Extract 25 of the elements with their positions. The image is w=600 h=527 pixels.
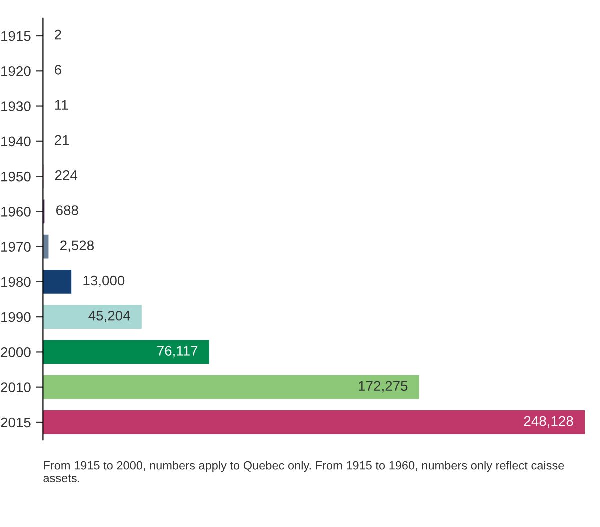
y-tick-label: 1980 xyxy=(2,277,31,288)
data-label: 45,204 xyxy=(88,310,130,322)
data-label: 11 xyxy=(55,100,68,110)
data-label: 224 xyxy=(56,170,78,180)
y-tick-label: 1960 xyxy=(2,207,31,217)
y-tick-label: 1930 xyxy=(2,102,31,112)
data-label: 13,000 xyxy=(84,276,125,288)
text: From 1915 to 2000, numbers apply to Quebec only. From 1915 to 1960, numbers only reflect caisse assets. xyxy=(44,461,564,483)
y-tick-label: 2000 xyxy=(1,348,31,358)
data-label: 6 xyxy=(55,65,62,75)
y-tick-label: 1970 xyxy=(2,242,31,252)
data-label: 21 xyxy=(55,135,70,146)
y-tick-label: 1950 xyxy=(2,172,31,182)
data-label: 688 xyxy=(56,206,78,216)
data-label: 2,528 xyxy=(60,240,94,252)
y-tick-label: 1940 xyxy=(2,136,31,147)
y-tick-label: 1920 xyxy=(2,66,31,76)
data-label: 76,117 xyxy=(158,346,198,358)
y-tick-label: 1915 xyxy=(2,31,31,42)
data-label: 248,128 xyxy=(524,416,574,428)
data-label: 172,275 xyxy=(359,381,408,393)
y-tick-label: 1990 xyxy=(2,312,31,322)
y-tick-label: 2015 xyxy=(1,418,31,428)
data-label: 2 xyxy=(55,30,62,40)
y-tick-label: 2010 xyxy=(1,382,31,393)
